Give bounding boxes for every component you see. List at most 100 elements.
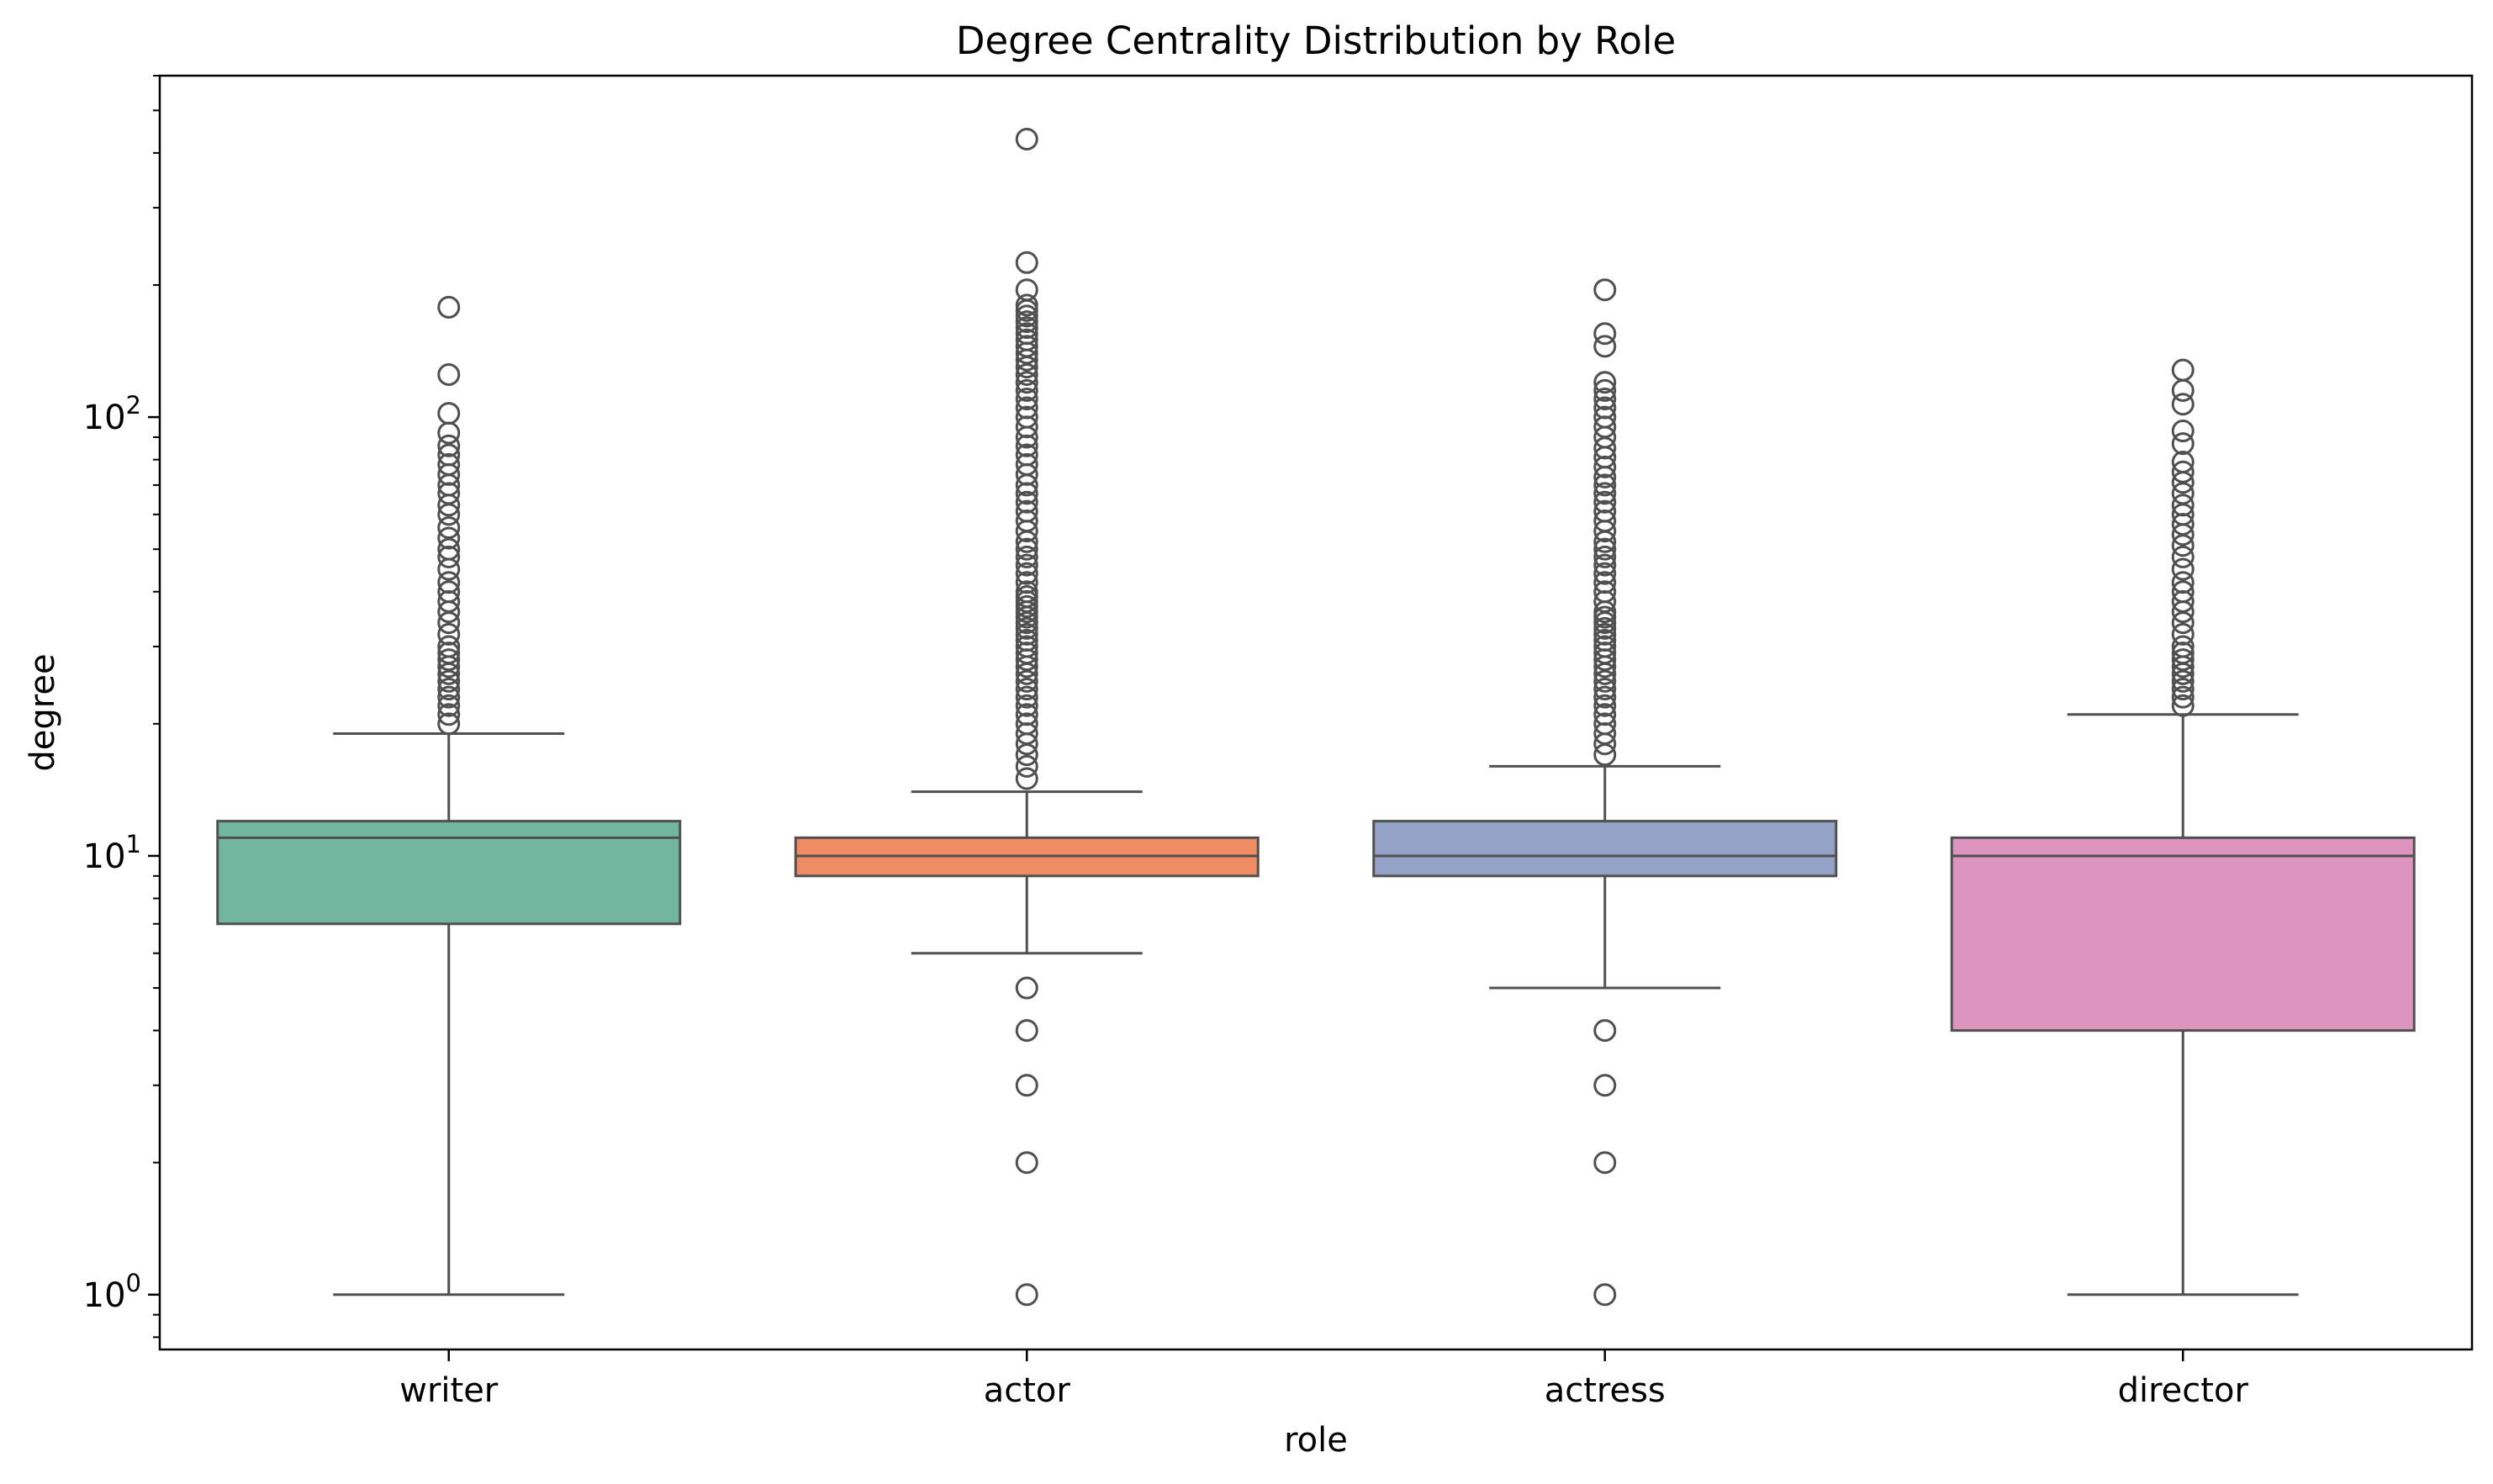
outlier-actor-68 [1015, 128, 1038, 151]
x-tick-label-writer: writer [399, 1371, 499, 1410]
outlier-actor-50 [1015, 396, 1038, 420]
x-tick-label-actor: actor [984, 1371, 1071, 1410]
outlier-director-16 [2171, 545, 2195, 568]
y-tick-label-base-2: 10 [83, 399, 126, 437]
outlier-actor-62 [1015, 310, 1038, 334]
outlier-writer-31 [437, 402, 461, 425]
outlier-director-25 [2171, 451, 2195, 474]
outlier-actor-6 [1015, 754, 1038, 778]
outlier-writer-15 [437, 580, 461, 604]
x-tick-label-actress: actress [1545, 1371, 1666, 1410]
box-group-actor [794, 790, 1260, 955]
outlier-actress-48 [1593, 371, 1617, 394]
outlier-actor-4 [1015, 976, 1038, 1000]
outlier-director-0 [2171, 694, 2195, 717]
outlier-writer-2 [437, 694, 461, 717]
y-tick-label-exp-1: 1 [126, 830, 141, 858]
outlier-actress-30 [1593, 537, 1617, 561]
outlier-director-9 [2171, 622, 2195, 646]
y-tick-label-2: 102 [83, 391, 141, 437]
x-axis-label: role [1284, 1421, 1348, 1460]
outlier-actor-53 [1015, 371, 1038, 394]
outlier-director-28 [2171, 393, 2195, 416]
outlier-director-29 [2171, 378, 2195, 402]
outlier-actor-66 [1015, 278, 1038, 302]
outlier-actor-61 [1015, 316, 1038, 340]
y-tick-label-exp-0: 0 [126, 1269, 141, 1297]
outlier-actress-0 [1593, 1283, 1617, 1307]
outlier-actor-13 [1015, 685, 1038, 709]
outlier-director-24 [2171, 460, 2195, 483]
outlier-actress-49 [1593, 335, 1617, 358]
outlier-director-1 [2171, 685, 2195, 709]
outlier-actress-39 [1593, 455, 1617, 478]
outlier-actor-45 [1015, 443, 1038, 467]
y-tick-label-base-1: 10 [83, 837, 126, 876]
outlier-actress-46 [1593, 387, 1617, 410]
outlier-actor-0 [1015, 1283, 1038, 1307]
outlier-writer-30 [437, 421, 461, 445]
chart-title: Degree Centrality Distribution by Role [956, 18, 1676, 63]
outlier-writer-16 [437, 571, 461, 594]
y-tick-label-exp-2: 2 [126, 391, 141, 420]
outlier-actor-22 [1015, 622, 1038, 646]
box-actress [1372, 820, 1838, 878]
outlier-director-2 [2171, 678, 2195, 701]
outlier-director-7 [2171, 642, 2195, 665]
outlier-writer-3 [437, 685, 461, 709]
outlier-actress-34 [1593, 499, 1617, 523]
outlier-actor-2 [1015, 1074, 1038, 1097]
outlier-actress-11 [1593, 678, 1617, 701]
outlier-actress-33 [1593, 510, 1617, 533]
outlier-actress-3 [1593, 1019, 1617, 1043]
outlier-actress-12 [1593, 669, 1617, 693]
outlier-actress-10 [1593, 685, 1617, 709]
outlier-writer-17 [437, 557, 461, 581]
outlier-director-14 [2171, 571, 2195, 594]
outlier-actor-54 [1015, 363, 1038, 387]
outlier-writer-0 [437, 712, 461, 736]
outlier-actress-18 [1593, 629, 1617, 652]
outlier-actress-8 [1593, 703, 1617, 726]
outlier-actor-15 [1015, 669, 1038, 693]
boxes-layer [216, 713, 2416, 1297]
outlier-actress-36 [1593, 482, 1617, 505]
outlier-actor-11 [1015, 703, 1038, 726]
outlier-actor-52 [1015, 378, 1038, 402]
outlier-actress-16 [1593, 642, 1617, 665]
outlier-actor-40 [1015, 490, 1038, 514]
outlier-actor-63 [1015, 304, 1038, 328]
outliers-director [2171, 358, 2195, 717]
outlier-actor-10 [1015, 712, 1038, 736]
outlier-actor-31 [1015, 571, 1038, 594]
outlier-writer-20 [437, 526, 461, 550]
outlier-actress-22 [1593, 605, 1617, 629]
box-group-director [1950, 713, 2416, 1297]
outliers-actor [1015, 128, 1038, 1307]
outlier-actress-17 [1593, 635, 1617, 658]
plot-frame [158, 74, 2474, 1351]
outlier-director-21 [2171, 494, 2195, 517]
outlier-actor-38 [1015, 510, 1038, 533]
outlier-director-6 [2171, 648, 2195, 672]
outlier-actress-29 [1593, 545, 1617, 568]
outlier-actress-2 [1593, 1074, 1617, 1097]
outlier-actor-58 [1015, 335, 1038, 358]
outlier-actor-67 [1015, 251, 1038, 274]
outlier-actress-51 [1593, 278, 1617, 302]
outlier-actress-27 [1593, 562, 1617, 585]
outlier-actor-51 [1015, 387, 1038, 410]
outliers-layer [437, 128, 2195, 1307]
outlier-actor-59 [1015, 328, 1038, 351]
box-group-writer [216, 731, 682, 1297]
outlier-writer-28 [437, 443, 461, 467]
outlier-writer-4 [437, 678, 461, 701]
y-axis-label: degree [24, 653, 62, 771]
box-director [1950, 836, 2416, 1032]
outlier-writer-19 [437, 537, 461, 561]
outlier-actor-20 [1015, 635, 1038, 658]
outlier-actress-28 [1593, 553, 1617, 577]
outlier-actor-49 [1015, 405, 1038, 429]
outlier-director-15 [2171, 557, 2195, 581]
outlier-actor-30 [1015, 580, 1038, 604]
